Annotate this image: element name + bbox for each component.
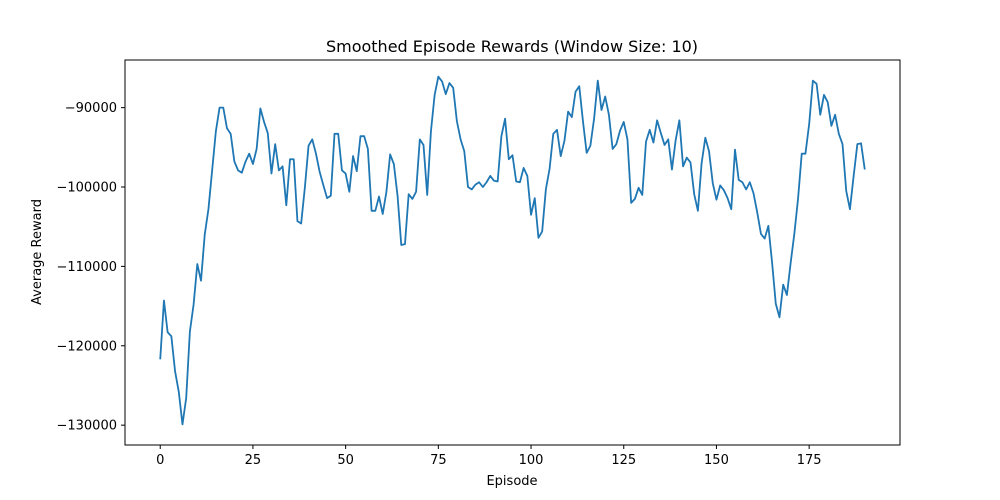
x-axis-label: Episode <box>486 474 537 489</box>
x-tick-label: 100 <box>519 453 544 468</box>
x-tick-label: 0 <box>156 453 164 468</box>
series-line <box>159 75 866 426</box>
x-tick-label: 175 <box>797 453 822 468</box>
x-tick-label: 125 <box>611 453 636 468</box>
y-tick-label: −110000 <box>56 260 117 275</box>
plot-frame <box>124 59 901 446</box>
x-tick-label: 50 <box>337 453 354 468</box>
chart-title: Smoothed Episode Rewards (Window Size: 1… <box>326 37 698 56</box>
x-axis: 0 25 50 75 100 125 150 175 <box>156 445 822 468</box>
x-tick-label: 150 <box>704 453 729 468</box>
x-tick-label: 25 <box>245 453 262 468</box>
y-tick-label: −90000 <box>65 101 117 116</box>
y-tick-label: −120000 <box>56 339 117 354</box>
y-tick-label: −130000 <box>56 419 117 434</box>
x-tick-label: 75 <box>430 453 447 468</box>
y-tick-label: −100000 <box>56 181 117 196</box>
y-axis-label: Average Reward <box>30 199 45 305</box>
y-axis: −130000 −120000 −110000 −100000 −90000 <box>56 101 125 434</box>
